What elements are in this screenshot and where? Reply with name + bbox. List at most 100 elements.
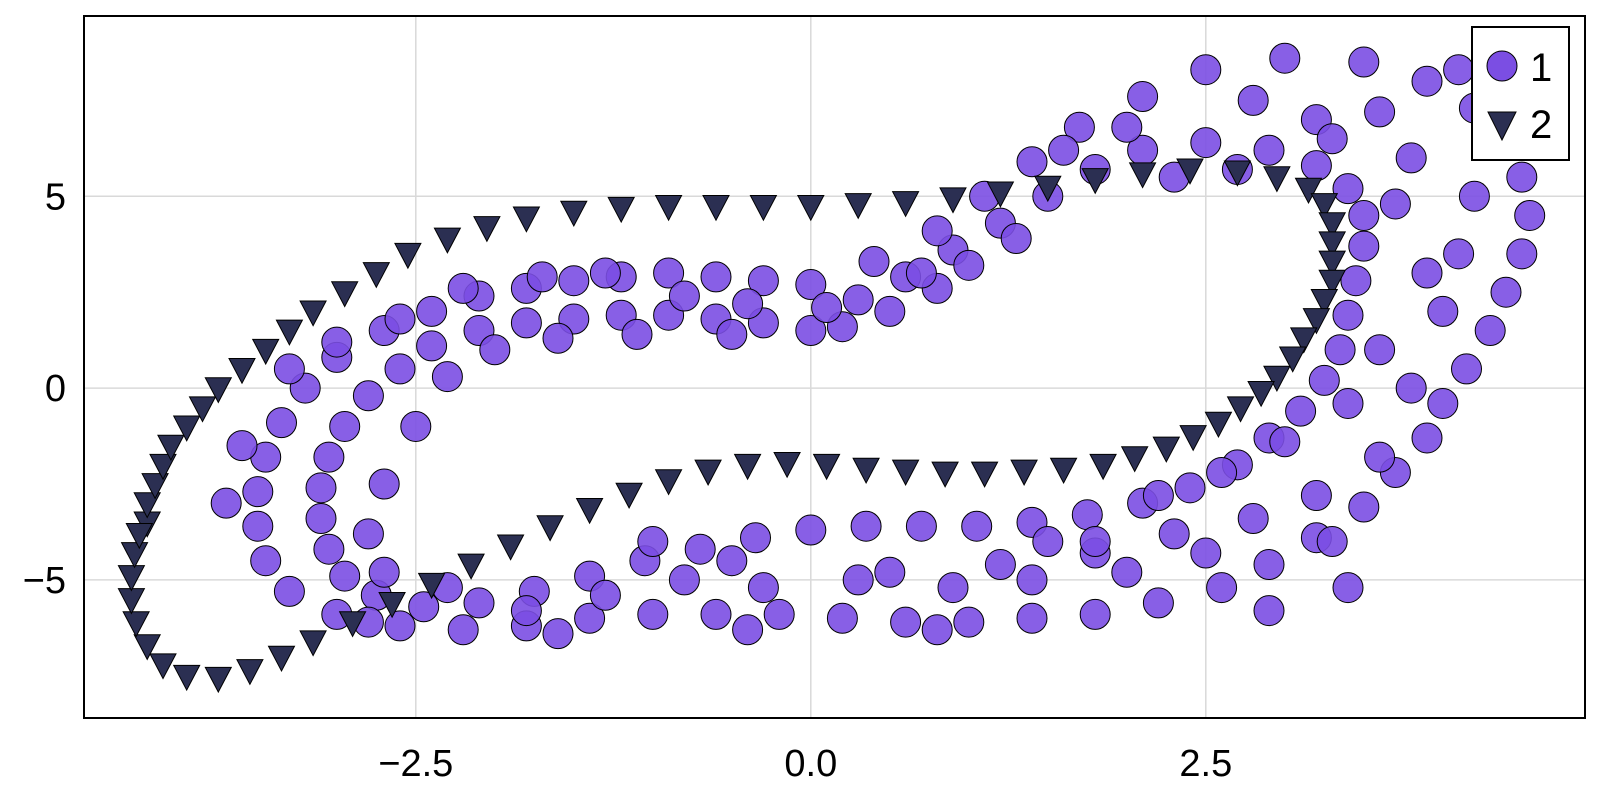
data-point-series-2 <box>1081 168 1110 195</box>
data-point-series-1 <box>526 261 558 293</box>
data-point-series-1 <box>1237 84 1269 116</box>
data-point-series-2 <box>1204 411 1233 438</box>
data-point-series-1 <box>1395 372 1427 404</box>
data-point-series-1 <box>1142 480 1174 512</box>
series-layer <box>117 42 1546 694</box>
data-point-series-2 <box>1289 327 1318 354</box>
data-point-series-1 <box>1079 526 1111 558</box>
data-point-series-1 <box>1348 491 1380 523</box>
data-point-series-1 <box>273 575 305 607</box>
data-point-series-1 <box>747 572 779 604</box>
data-point-series-2 <box>1179 425 1207 452</box>
data-point-series-2 <box>1089 453 1117 481</box>
data-point-series-1 <box>1174 472 1206 504</box>
data-point-series-1 <box>463 587 495 619</box>
data-point-series-1 <box>700 261 732 293</box>
data-point-series-2 <box>1294 177 1323 204</box>
data-point-series-1 <box>589 257 621 289</box>
data-point-series-2 <box>733 453 762 481</box>
data-point-series-1 <box>953 249 985 281</box>
data-point-series-2 <box>1318 250 1347 277</box>
data-point-series-2 <box>1278 346 1307 373</box>
data-point-series-1 <box>740 522 771 554</box>
data-point-series-1 <box>1458 180 1490 212</box>
data-point-series-1 <box>621 318 653 350</box>
data-point-series-2 <box>1223 160 1252 187</box>
data-point-series-1 <box>1032 526 1064 558</box>
y-tick-label: 0 <box>45 368 66 410</box>
data-point-series-1 <box>1340 265 1372 297</box>
y-tick-label: 5 <box>45 176 66 218</box>
data-point-series-1 <box>1427 295 1459 327</box>
data-point-series-1 <box>732 614 764 646</box>
data-point-series-1 <box>1506 161 1538 193</box>
data-point-series-2 <box>1318 231 1347 258</box>
data-point-series-2 <box>394 242 422 270</box>
data-point-series-1 <box>1364 441 1396 473</box>
data-point-series-1 <box>1300 150 1332 182</box>
data-point-series-1 <box>313 533 345 565</box>
data-point-series-1 <box>1411 65 1443 97</box>
data-point-series-1 <box>874 556 906 588</box>
data-point-series-2 <box>299 300 327 327</box>
data-point-series-2 <box>267 645 296 672</box>
data-point-series-1 <box>479 334 511 366</box>
data-point-series-1 <box>1111 111 1143 143</box>
data-point-series-1 <box>542 618 574 650</box>
data-point-series-2 <box>433 227 462 254</box>
data-point-series-2 <box>654 194 683 222</box>
data-point-series-1 <box>795 269 827 301</box>
data-point-series-1 <box>1490 276 1522 308</box>
data-point-series-1 <box>384 303 416 335</box>
data-point-series-2 <box>473 216 501 243</box>
data-point-series-1 <box>890 606 922 638</box>
data-point-series-1 <box>795 315 827 347</box>
data-point-series-1 <box>1016 564 1048 596</box>
data-point-series-2 <box>986 181 1015 208</box>
data-point-series-1 <box>1332 572 1364 604</box>
data-point-series-1 <box>961 510 993 542</box>
data-point-series-1 <box>210 487 242 519</box>
data-point-series-2 <box>188 396 217 423</box>
data-point-series-2 <box>536 515 564 542</box>
data-point-series-1 <box>732 288 764 320</box>
data-point-series-2 <box>931 461 959 488</box>
data-point-series-1 <box>653 257 685 289</box>
data-point-series-1 <box>1395 142 1427 174</box>
data-point-series-1 <box>668 564 700 596</box>
data-point-series-2 <box>749 194 778 222</box>
data-point-series-1 <box>763 598 795 630</box>
data-point-series-1 <box>1071 499 1103 531</box>
data-point-series-1 <box>1253 134 1285 166</box>
data-point-series-1 <box>368 468 400 500</box>
data-point-series-1 <box>937 572 969 604</box>
data-point-series-2 <box>338 611 367 638</box>
data-point-series-1 <box>1411 422 1443 454</box>
data-point-series-1 <box>416 295 448 327</box>
data-point-series-2 <box>362 262 391 289</box>
data-point-series-2 <box>970 461 999 488</box>
data-point-series-1 <box>589 579 621 611</box>
data-point-series-1 <box>1316 526 1348 558</box>
data-point-series-2 <box>1310 288 1339 316</box>
data-point-series-2 <box>117 565 146 592</box>
data-point-series-1 <box>795 514 827 546</box>
data-point-series-2 <box>204 666 233 694</box>
data-point-series-1 <box>510 595 542 627</box>
data-point-series-1 <box>747 265 779 297</box>
data-point-series-1 <box>352 380 384 412</box>
data-point-series-2 <box>149 653 177 680</box>
data-point-series-2 <box>204 377 233 404</box>
data-point-series-1 <box>242 510 274 542</box>
data-point-series-2 <box>172 664 201 692</box>
data-point-series-2 <box>1247 381 1275 408</box>
data-point-series-2 <box>694 459 722 486</box>
data-point-series-1 <box>1474 315 1506 347</box>
legend-marker-series-2 <box>1487 111 1517 142</box>
data-point-series-1 <box>1443 238 1475 270</box>
x-axis-ticks: −2.5 0.0 2.5 <box>378 743 1232 785</box>
data-point-series-1 <box>542 322 574 354</box>
data-point-series-2 <box>172 415 201 442</box>
data-point-series-1 <box>416 330 448 362</box>
